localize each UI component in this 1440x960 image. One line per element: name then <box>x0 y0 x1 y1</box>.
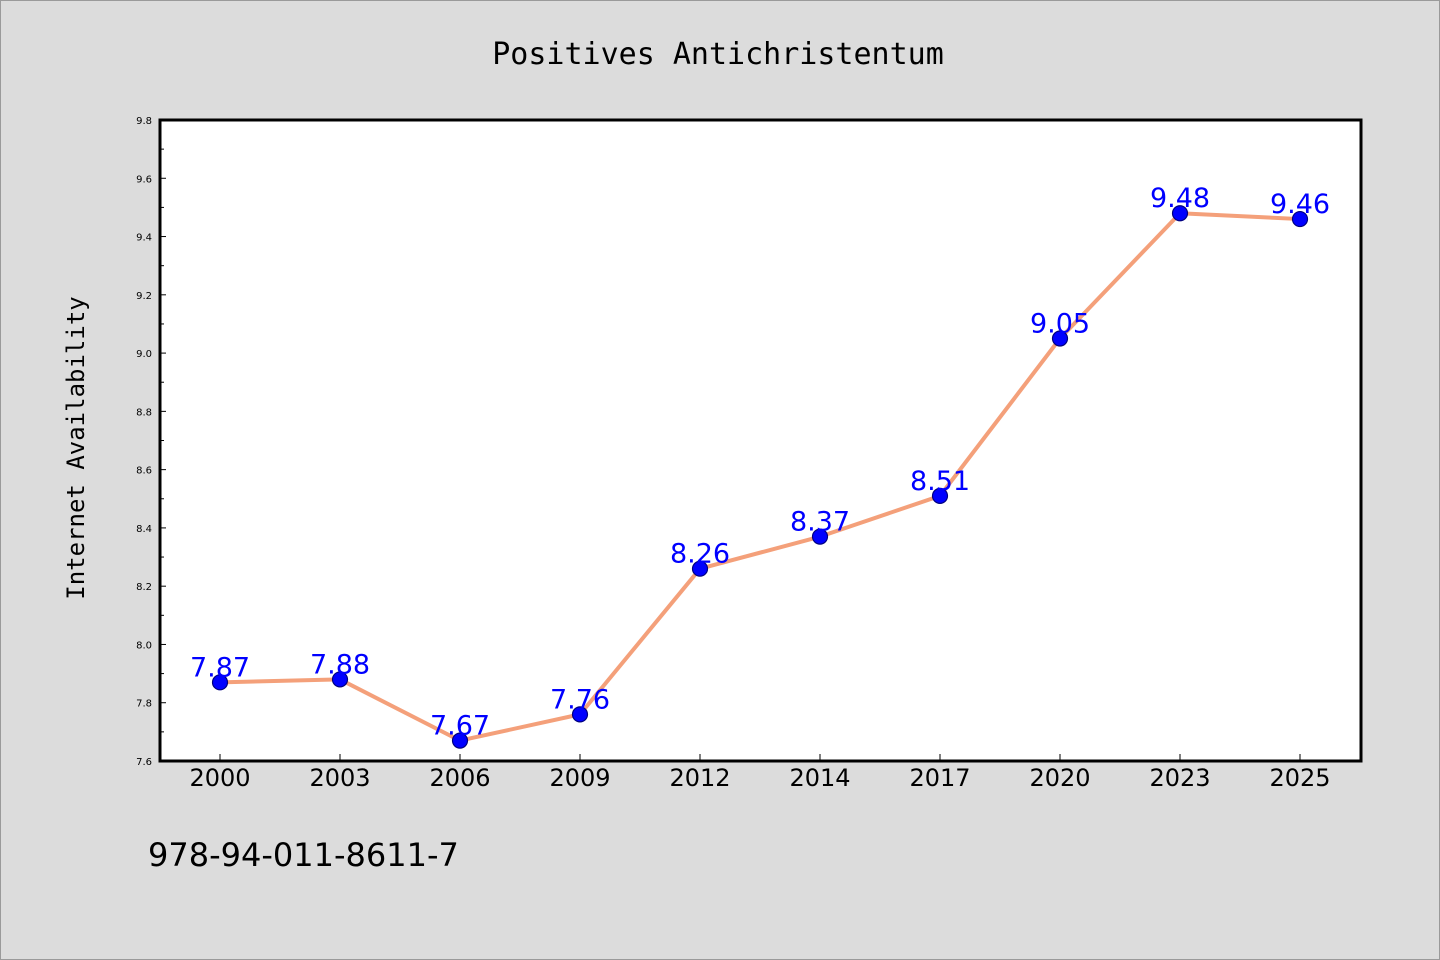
y-tick-label: 8.6 <box>136 466 152 477</box>
data-label: 8.26 <box>670 539 730 570</box>
data-label: 8.51 <box>910 466 970 497</box>
data-label: 9.05 <box>1030 309 1090 340</box>
y-tick-label: 9.4 <box>136 233 152 244</box>
y-tick-label: 7.8 <box>136 699 152 710</box>
data-point <box>1291 210 1309 228</box>
data-point <box>691 560 709 577</box>
data-point <box>931 487 949 504</box>
y-tick-label: 8.0 <box>136 640 152 651</box>
data-label: 9.46 <box>1270 189 1330 220</box>
plot-area <box>158 118 1363 763</box>
y-tick-label: 8.8 <box>136 407 152 418</box>
chart-title: Positives Antichristentum <box>492 37 944 72</box>
x-tick-label: 2012 <box>669 764 730 792</box>
data-label: 9.48 <box>1150 183 1210 214</box>
data-label: 7.88 <box>310 649 370 680</box>
y-tick-label: 8.2 <box>136 582 152 593</box>
footer-isbn: 978-94-011-8611-7 <box>148 836 459 874</box>
x-tick-label: 2003 <box>309 764 370 792</box>
y-tick-label: 9.6 <box>136 174 152 185</box>
x-tick-label: 2000 <box>189 764 250 792</box>
y-tick-label: 9.2 <box>136 291 152 302</box>
data-point <box>331 671 349 688</box>
x-tick-label: 2009 <box>549 764 610 792</box>
data-label: 7.87 <box>190 652 250 683</box>
data-label: 7.76 <box>550 684 610 715</box>
y-tick-label: 9.8 <box>136 116 152 127</box>
data-label: 7.67 <box>430 711 490 742</box>
x-tick-label: 2014 <box>789 764 850 792</box>
x-tick-label: 2006 <box>429 764 490 792</box>
data-point <box>811 528 829 545</box>
data-point <box>1051 330 1069 347</box>
y-tick-label: 8.4 <box>136 524 152 535</box>
data-point <box>571 706 589 723</box>
y-axis-ticks: 7.6 7.8 8.0 8.2 8.4 8.6 8.8 9.0 9.2 9.4 9.6 9.8 <box>136 116 166 768</box>
data-label: 8.37 <box>790 507 850 538</box>
x-tick-label: 2023 <box>1149 764 1210 792</box>
y-tick-label: 9.0 <box>136 349 152 360</box>
data-labels: 7.87 7.88 7.67 7.76 8.26 8.37 8.51 9.05 9.48 9.46 <box>190 183 1330 741</box>
x-tick-label: 2025 <box>1269 764 1330 792</box>
x-tick-label: 2017 <box>909 764 970 792</box>
series-internet-availability <box>211 205 1309 749</box>
data-point <box>211 674 229 691</box>
x-axis-ticks: 2000 2003 2006 2009 2012 2014 2017 2020 2023 2025 <box>189 754 1331 792</box>
x-tick-label: 2020 <box>1029 764 1090 792</box>
y-axis-label: Internet Availability <box>62 296 90 599</box>
data-point <box>451 732 469 749</box>
series-line <box>218 211 1302 743</box>
data-point <box>1171 205 1189 222</box>
y-tick-label: 7.6 <box>136 757 152 768</box>
